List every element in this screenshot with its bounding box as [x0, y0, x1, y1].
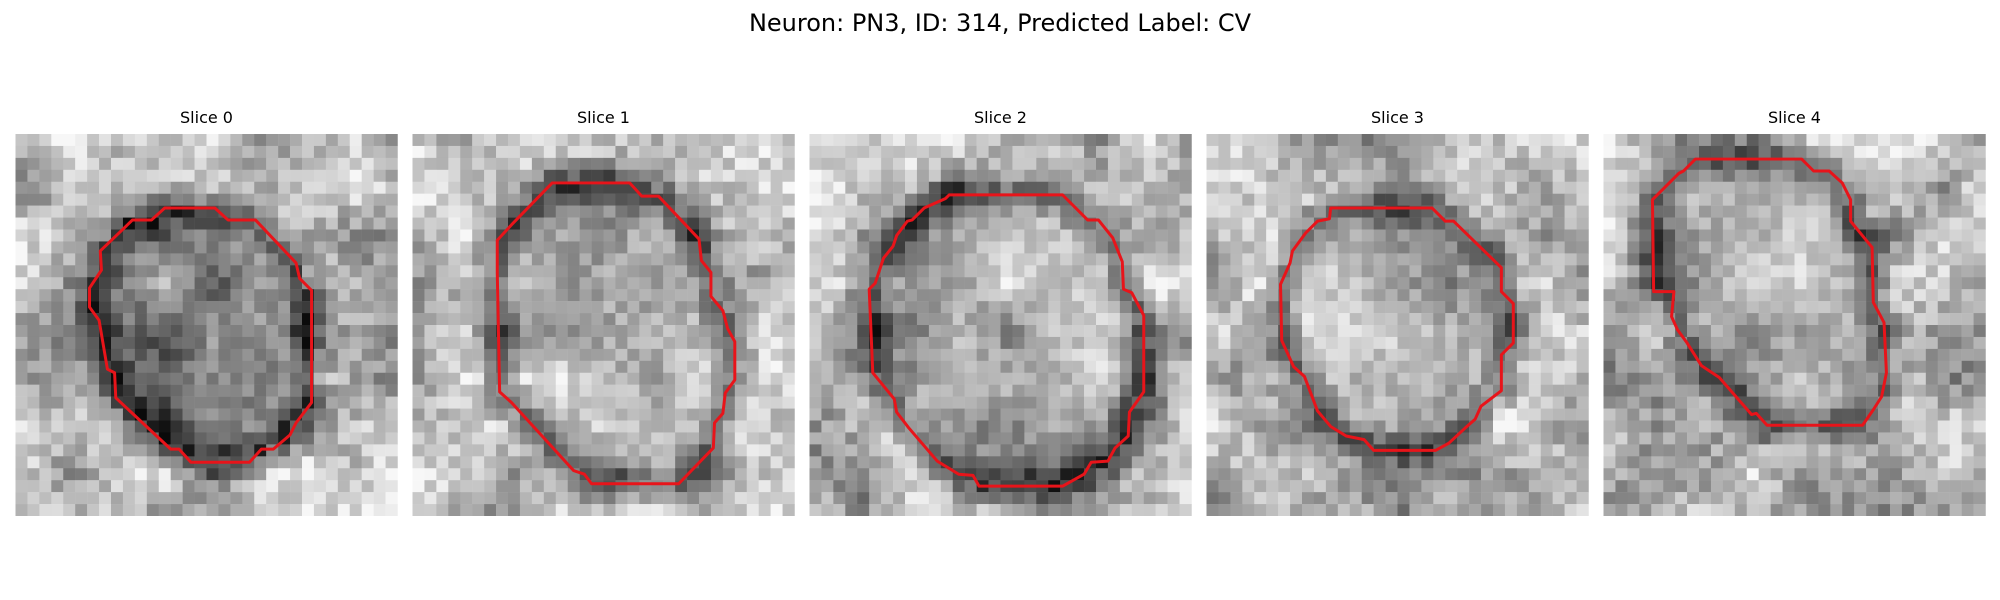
slice-image-2 — [809, 134, 1192, 516]
figure-title: Neuron: PN3, ID: 314, Predicted Label: C… — [0, 8, 2000, 38]
slice-panel-4: Slice 4 — [1603, 106, 1986, 516]
slice-panel-3: Slice 3 — [1206, 106, 1589, 516]
slice-panel-2: Slice 2 — [809, 106, 1192, 516]
slice-panel-1: Slice 1 — [412, 106, 795, 516]
slice-image-4 — [1603, 134, 1986, 516]
slice-panel-0: Slice 0 — [15, 106, 398, 516]
slice-title-2: Slice 2 — [809, 108, 1192, 128]
slice-image-3 — [1206, 134, 1589, 516]
slice-title-4: Slice 4 — [1603, 108, 1986, 128]
slice-image-0 — [15, 134, 398, 516]
slice-title-0: Slice 0 — [15, 108, 398, 128]
slice-title-3: Slice 3 — [1206, 108, 1589, 128]
slice-image-1 — [412, 134, 795, 516]
slice-title-1: Slice 1 — [412, 108, 795, 128]
